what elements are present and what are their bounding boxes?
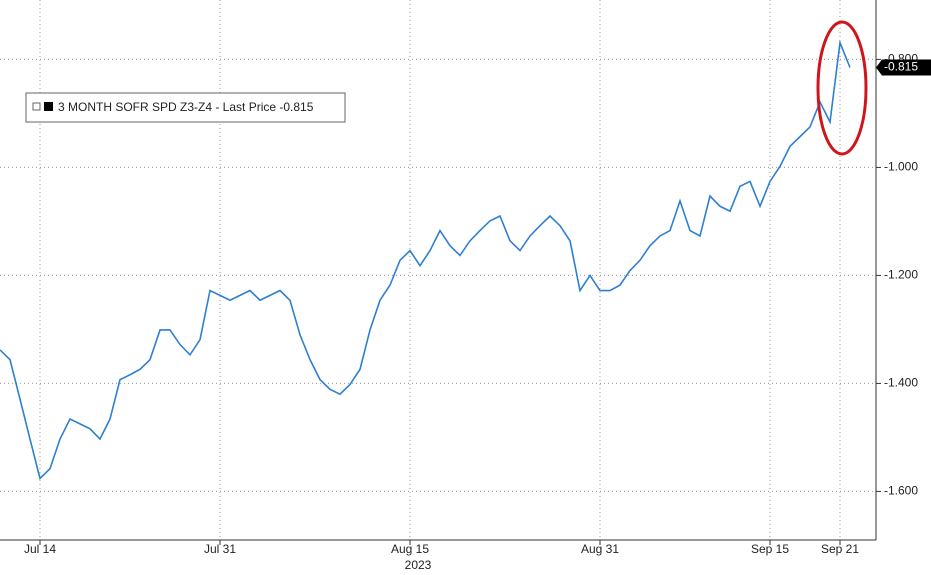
y-tick-label: -1.000 — [884, 160, 918, 174]
legend-swatch — [44, 102, 53, 111]
x-tick-label: Aug 15 — [391, 542, 429, 556]
legend — [25, 92, 346, 123]
x-tick-label: Aug 31 — [581, 542, 619, 556]
x-tick-label: Jul 31 — [204, 542, 236, 556]
plot — [0, 0, 876, 540]
x-tick-label: Jul 14 — [24, 542, 56, 556]
legend-label: 3 MONTH SOFR SPD Z3-Z4 - Last Price -0.8… — [58, 100, 314, 114]
y-tick-label: -1.400 — [884, 376, 918, 390]
x-axis-label: 2023 — [405, 558, 432, 572]
legend-toggle — [32, 102, 41, 111]
y-tick-label: -1.600 — [884, 484, 918, 498]
series-line — [0, 39, 851, 480]
last-price-label: -0.815 — [884, 60, 918, 74]
y-tick-label: -1.200 — [884, 268, 918, 282]
highlight-ellipse — [816, 20, 868, 156]
x-tick-label: Sep 15 — [751, 542, 789, 556]
x-tick-label: Sep 21 — [821, 542, 859, 556]
last-price-tag — [876, 59, 931, 76]
